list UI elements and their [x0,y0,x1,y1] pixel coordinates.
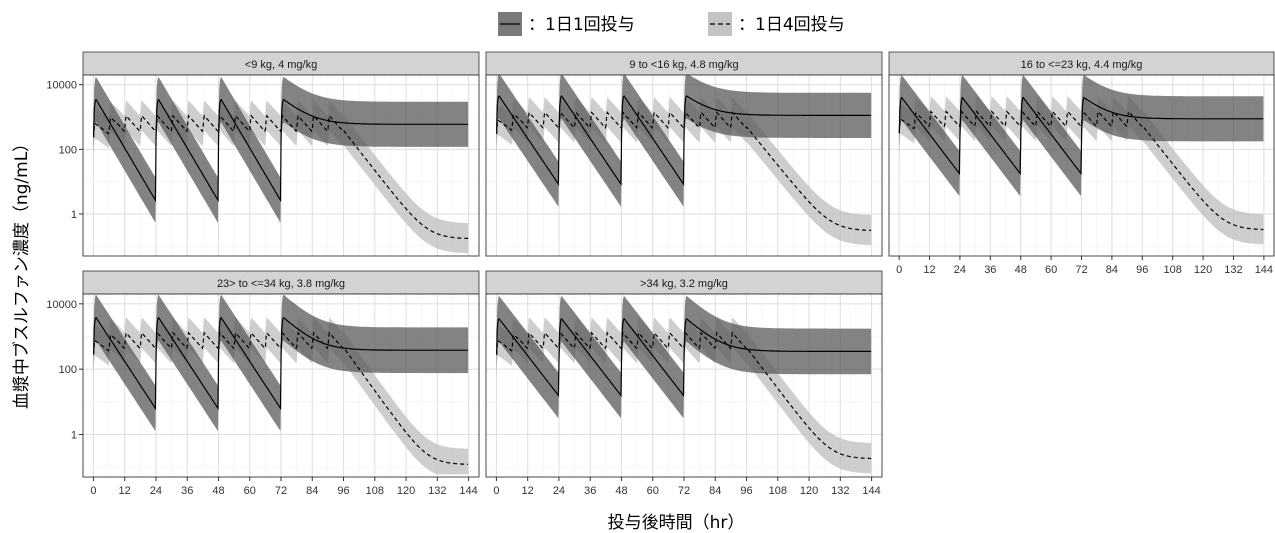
x-tick-label: 12 [119,485,131,497]
x-tick-label: 132 [831,485,849,497]
x-tick-label: 120 [800,485,818,497]
panel-series [93,77,469,254]
y-tick-label: 1 [71,429,77,441]
once-daily-median-line [93,98,469,203]
x-tick-label: 144 [459,485,477,497]
x-tick-label: 72 [678,485,690,497]
x-tick-label: 96 [337,485,349,497]
x-tick-label: 36 [984,264,996,276]
panel-border [82,74,480,257]
x-tick-label: 84 [306,485,318,497]
x-tick-label: 72 [1075,264,1087,276]
x-tick-label: 24 [954,264,966,276]
x-axis-title: 投与後時間（hr） [608,513,745,533]
x-tick-label: 96 [740,485,752,497]
x-tick-label: 0 [493,485,499,497]
y-tick-label: 100 [59,364,77,376]
x-tick-label: 60 [647,485,659,497]
x-tick-label: 120 [1194,264,1212,276]
x-tick-label: 108 [769,485,787,497]
x-tick-label: 48 [1015,264,1027,276]
x-tick-label: 48 [212,485,224,497]
facet-strip-label: 16 to <=23 kg, 4.4 mg/kg [1021,59,1143,71]
x-tick-label: 84 [1106,264,1118,276]
x-tick-label: 84 [709,485,721,497]
x-tick-label: 108 [366,485,384,497]
panel-series [93,294,469,475]
x-tick-label: 72 [275,485,287,497]
panel-series [496,75,872,246]
once-daily-median-line [93,316,469,411]
x-tick-label: 36 [181,485,193,497]
x-tick-label: 36 [584,485,596,497]
x-tick-label: 24 [553,485,565,497]
facet-panel-1: <9 kg, 4 mg/kg 1 100 10000 [46,51,480,257]
facet-strip-label: <9 kg, 4 mg/kg [245,59,317,71]
x-tick-label: 108 [1164,264,1182,276]
facet-panel-5: >34 kg, 3.2 mg/kg 0 12 24 36 48 60 72 84 96 108 120… [485,270,883,497]
x-tick-label: 60 [1045,264,1057,276]
x-tick-label: 132 [428,485,446,497]
facet-strip-label: 9 to <16 kg, 4.8 mg/kg [629,59,738,71]
y-tick-label: 1 [71,209,77,221]
x-tick-label: 12 [923,264,935,276]
x-tick-label: 12 [522,485,534,497]
panel-border [485,74,883,257]
once-daily-median-line [496,317,872,398]
x-tick-label: 144 [862,485,880,497]
panel-series [496,296,872,474]
x-tick-label: 120 [397,485,415,497]
facet-panel-4: 23> to <=34 kg, 3.8 mg/kg 1 100 10000 0 12 24 3… [46,270,480,497]
x-tick-label: 24 [150,485,162,497]
facet-strip-label: >34 kg, 3.2 mg/kg [640,278,728,290]
x-tick-label: 144 [1255,264,1273,276]
facet-panel-3: 16 to <=23 kg, 4.4 mg/kg 0 12 24 36 48 60 72 84 9… [888,51,1275,276]
legend-label: ：1日1回投与 [528,15,635,35]
y-tick-label: 10000 [46,80,77,92]
y-tick-label: 10000 [46,299,77,311]
x-tick-label: 60 [244,485,256,497]
x-tick-label: 0 [896,264,902,276]
legend-item-four-times-daily: ：1日4回投与 [708,12,845,36]
y-tick-label: 100 [59,144,77,156]
legend-label: ：1日4回投与 [738,15,845,35]
y-axis-title: 血漿中ブスルファン濃度（ng/mL） [11,135,32,409]
four-times-daily-median-line [496,111,872,231]
x-tick-label: 0 [90,485,96,497]
once-daily-median-line [898,96,1264,176]
x-tick-label: 48 [615,485,627,497]
panel-series [898,75,1264,245]
facet-panel-2: 9 to <16 kg, 4.8 mg/kg [485,51,883,257]
legend-item-once-daily: ：1日1回投与 [498,12,635,36]
x-tick-label: 132 [1224,264,1242,276]
legend: ：1日1回投与 ：1日4回投与 [498,12,845,36]
once-daily-median-line [496,95,872,187]
x-tick-label: 96 [1136,264,1148,276]
facet-strip-label: 23> to <=34 kg, 3.8 mg/kg [217,278,345,290]
